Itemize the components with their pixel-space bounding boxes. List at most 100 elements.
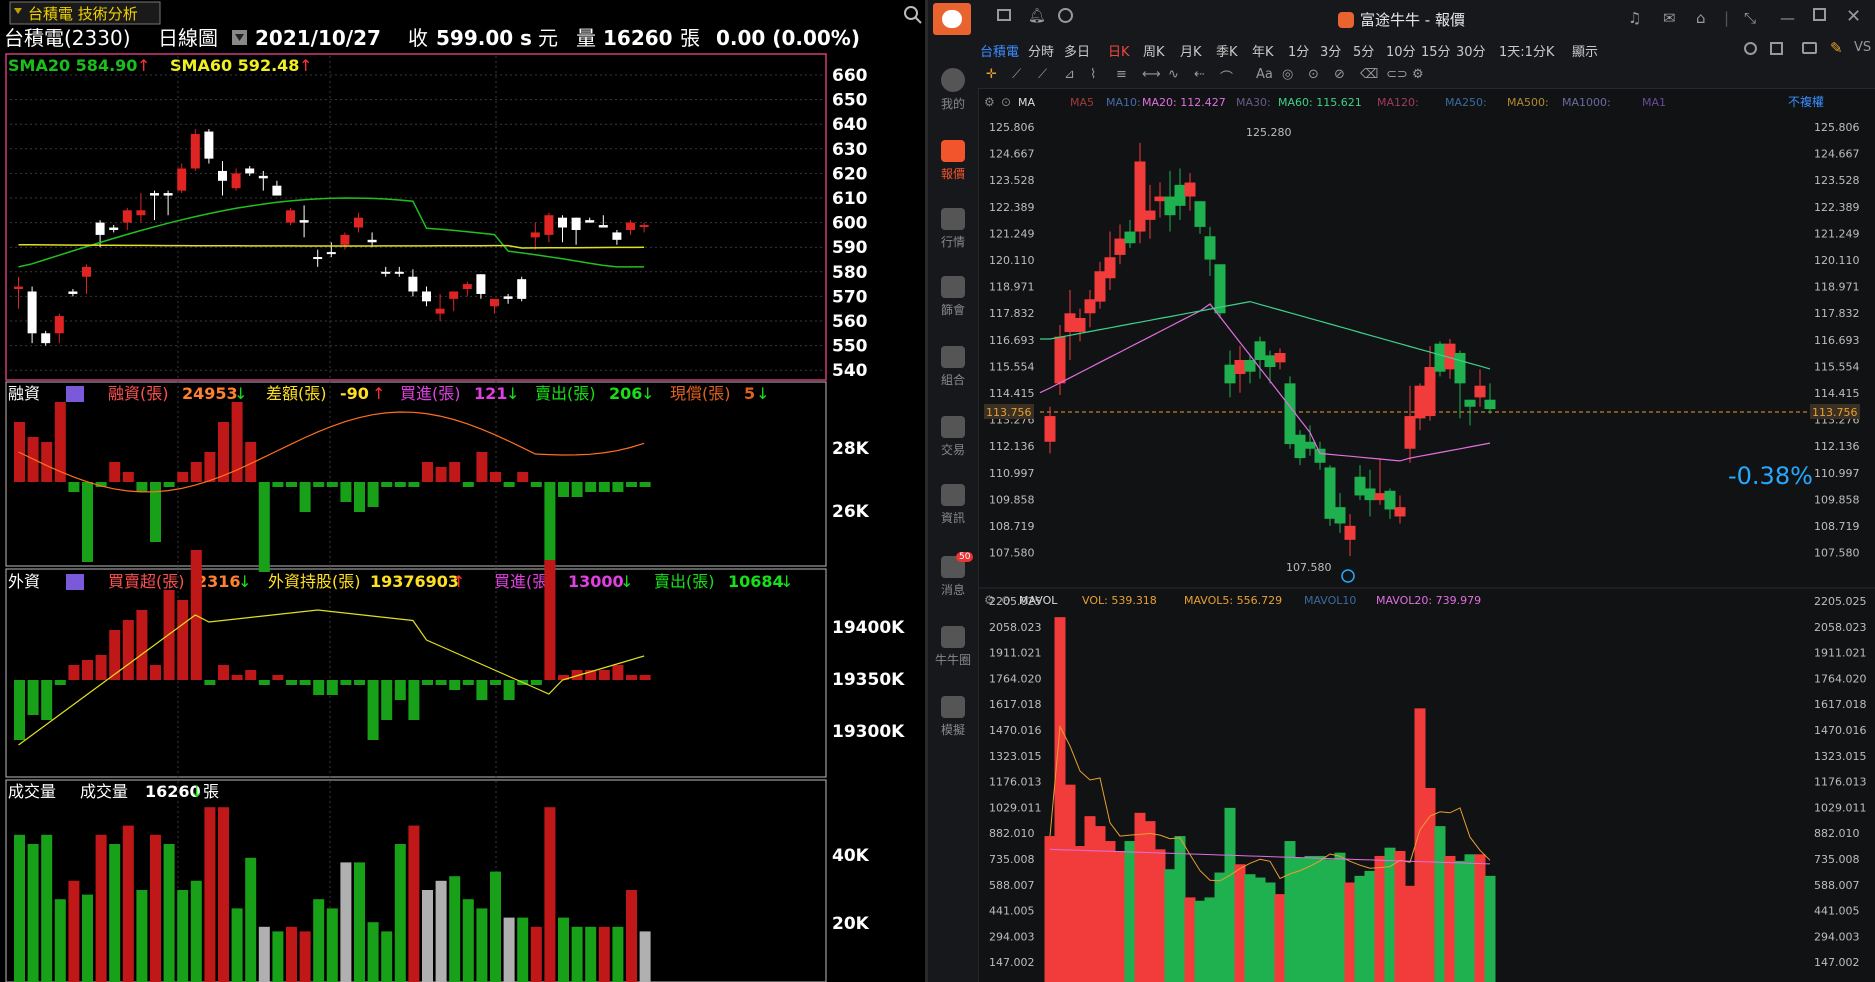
foreign-bar bbox=[530, 680, 542, 685]
candle-body bbox=[1404, 416, 1416, 449]
rail-item-9[interactable]: 模擬 bbox=[928, 696, 978, 738]
margin-bar bbox=[530, 482, 542, 487]
rail-item-0[interactable]: 我的 bbox=[928, 68, 978, 112]
text-tool-icon[interactable]: Aa bbox=[1256, 67, 1273, 82]
overlay-toggle-icon[interactable] bbox=[1770, 42, 1783, 55]
lock-icon[interactable]: ⊙ bbox=[1308, 67, 1319, 82]
timeframe-tab-2[interactable]: 多日 bbox=[1064, 45, 1091, 60]
eye-icon[interactable]: ◎ bbox=[1282, 67, 1294, 82]
volume-bar bbox=[1144, 821, 1156, 982]
left-price-tick: 124.667 bbox=[989, 148, 1035, 161]
link-icon[interactable]: ⊂⊃ bbox=[1386, 67, 1408, 82]
right-price-tick: 124.667 bbox=[1814, 148, 1860, 161]
volume-bar bbox=[1254, 877, 1266, 982]
candle-body bbox=[54, 316, 64, 334]
rail-item-1[interactable]: 報價 bbox=[928, 140, 978, 182]
minimize-icon[interactable]: — bbox=[1780, 9, 1795, 27]
down-arrow-icon: ↓ bbox=[780, 572, 793, 591]
foreign-bar bbox=[394, 680, 406, 700]
timeframe-tab-1[interactable]: 分時 bbox=[1028, 45, 1055, 60]
channel-tool-icon[interactable]: ⊿ bbox=[1064, 67, 1075, 82]
bull-logo-icon bbox=[942, 10, 962, 28]
rail-item-2[interactable]: 行情 bbox=[928, 208, 978, 250]
volume-bar bbox=[530, 926, 542, 982]
price-axis-tick: 640 bbox=[832, 115, 868, 135]
window-layout-icon[interactable] bbox=[997, 9, 1011, 21]
candle-body bbox=[503, 296, 513, 299]
close-icon[interactable]: ✕ bbox=[1846, 6, 1862, 27]
timeframe-tab-9[interactable]: 3分 bbox=[1320, 45, 1342, 60]
stat-value: 13000 bbox=[568, 572, 624, 591]
bell-icon[interactable]: 🔔︎ bbox=[1028, 8, 1046, 24]
down-arrow-icon: ↓ bbox=[506, 384, 519, 403]
crosshair-icon[interactable]: ✛ bbox=[986, 67, 997, 82]
vol-axis-right-tick: 1470.016 bbox=[1814, 724, 1867, 737]
title-logo-icon bbox=[1338, 12, 1355, 28]
timeframe-tab-0[interactable]: 台積電 bbox=[980, 45, 1020, 60]
rail-item-3[interactable]: 篩會 bbox=[928, 276, 978, 318]
foreign-bar bbox=[449, 680, 461, 690]
pencil-icon[interactable]: ✎ bbox=[1830, 39, 1843, 57]
foreign-bar bbox=[245, 670, 257, 680]
window-tab-title[interactable]: 台積電 技術分析 bbox=[28, 5, 138, 23]
ma-legend-item: MA500: bbox=[1507, 96, 1549, 109]
panel-settings-icon[interactable] bbox=[66, 386, 84, 402]
rail-item-6[interactable]: 資訊 bbox=[928, 484, 978, 526]
vol-axis-left-tick: 882.010 bbox=[989, 827, 1035, 840]
camera-icon[interactable] bbox=[1802, 42, 1817, 54]
rail-item-5[interactable]: 交易 bbox=[928, 416, 978, 458]
window-tab-frame[interactable] bbox=[9, 1, 161, 25]
maximize-icon[interactable] bbox=[1813, 8, 1826, 21]
shirt-icon[interactable]: ⌂ bbox=[1696, 9, 1706, 27]
timeframe-tab-6[interactable]: 季K bbox=[1216, 45, 1238, 60]
timeframe-tab-15[interactable]: 顯示 bbox=[1572, 45, 1599, 60]
wave-tool-icon[interactable]: ∿ bbox=[1168, 67, 1179, 82]
scroll-anchor-icon[interactable] bbox=[1341, 569, 1355, 583]
settings-icon[interactable]: ⚙ bbox=[1412, 67, 1424, 82]
rail-item-7[interactable]: 消息 50 bbox=[928, 552, 978, 598]
vs-compare-icon[interactable]: VS bbox=[1854, 40, 1872, 55]
timeframe-tab-7[interactable]: 年K bbox=[1252, 45, 1274, 60]
timeframe-tab-14[interactable]: 1天:1分K bbox=[1499, 45, 1555, 60]
margin-bar bbox=[517, 472, 529, 482]
parallel-tool-icon[interactable]: ≡ bbox=[1116, 67, 1127, 82]
line-tool-icon[interactable]: ⟋ bbox=[1012, 67, 1022, 82]
tab-dropdown-icon[interactable] bbox=[14, 8, 22, 14]
volume-bar bbox=[1264, 882, 1276, 982]
candle-body bbox=[177, 168, 187, 191]
candle-body bbox=[1214, 264, 1226, 314]
vol-axis-left-tick: 1764.020 bbox=[989, 672, 1042, 685]
vol-axis-right-tick: 588.007 bbox=[1814, 879, 1860, 892]
fib-tool-icon[interactable]: ⌇ bbox=[1090, 67, 1097, 82]
rail-item-8[interactable]: 牛牛圈 bbox=[928, 626, 978, 668]
timeframe-tab-10[interactable]: 5分 bbox=[1353, 45, 1375, 60]
gear-icon[interactable] bbox=[1744, 42, 1757, 55]
sma60-line bbox=[18, 243, 645, 249]
ray-tool-icon[interactable]: ⟋ bbox=[1038, 67, 1048, 82]
timeframe-tab-4[interactable]: 周K bbox=[1143, 45, 1165, 60]
arrow-tool-icon[interactable]: ⇠ bbox=[1194, 67, 1205, 82]
collapse-icon[interactable]: ⤡ bbox=[1744, 9, 1757, 27]
measure-tool-icon[interactable]: ⟷ bbox=[1142, 67, 1161, 82]
timeframe-tab-5[interactable]: 月K bbox=[1180, 45, 1202, 60]
timeframe-tab-11[interactable]: 10分 bbox=[1386, 45, 1416, 60]
volume-bar bbox=[177, 890, 189, 982]
timeframe-tab-13[interactable]: 30分 bbox=[1456, 45, 1486, 60]
zoom-icon[interactable] bbox=[904, 6, 918, 20]
search-icon[interactable] bbox=[1058, 8, 1073, 23]
brush-tool-icon[interactable]: ⌒ bbox=[1220, 71, 1234, 86]
candle-body bbox=[490, 298, 499, 307]
timeframe-tab-3[interactable]: 日K bbox=[1108, 45, 1130, 60]
volume-bar bbox=[1094, 826, 1106, 982]
timeframe-tab-12[interactable]: 15分 bbox=[1421, 45, 1451, 60]
timeframe-tab-8[interactable]: 1分 bbox=[1288, 45, 1310, 60]
panel-settings-icon[interactable] bbox=[66, 574, 84, 590]
hide-icon[interactable]: ⊘ bbox=[1334, 67, 1345, 82]
volume-axis-tick: 40K bbox=[832, 846, 870, 866]
message-icon[interactable]: ✉ bbox=[1663, 9, 1676, 27]
rail-item-4[interactable]: 組合 bbox=[928, 346, 978, 388]
simulate-icon bbox=[941, 696, 965, 718]
headset-icon[interactable]: ♫ bbox=[1628, 9, 1642, 27]
delete-icon[interactable]: ⌫ bbox=[1360, 67, 1379, 82]
candle-body bbox=[558, 217, 567, 228]
